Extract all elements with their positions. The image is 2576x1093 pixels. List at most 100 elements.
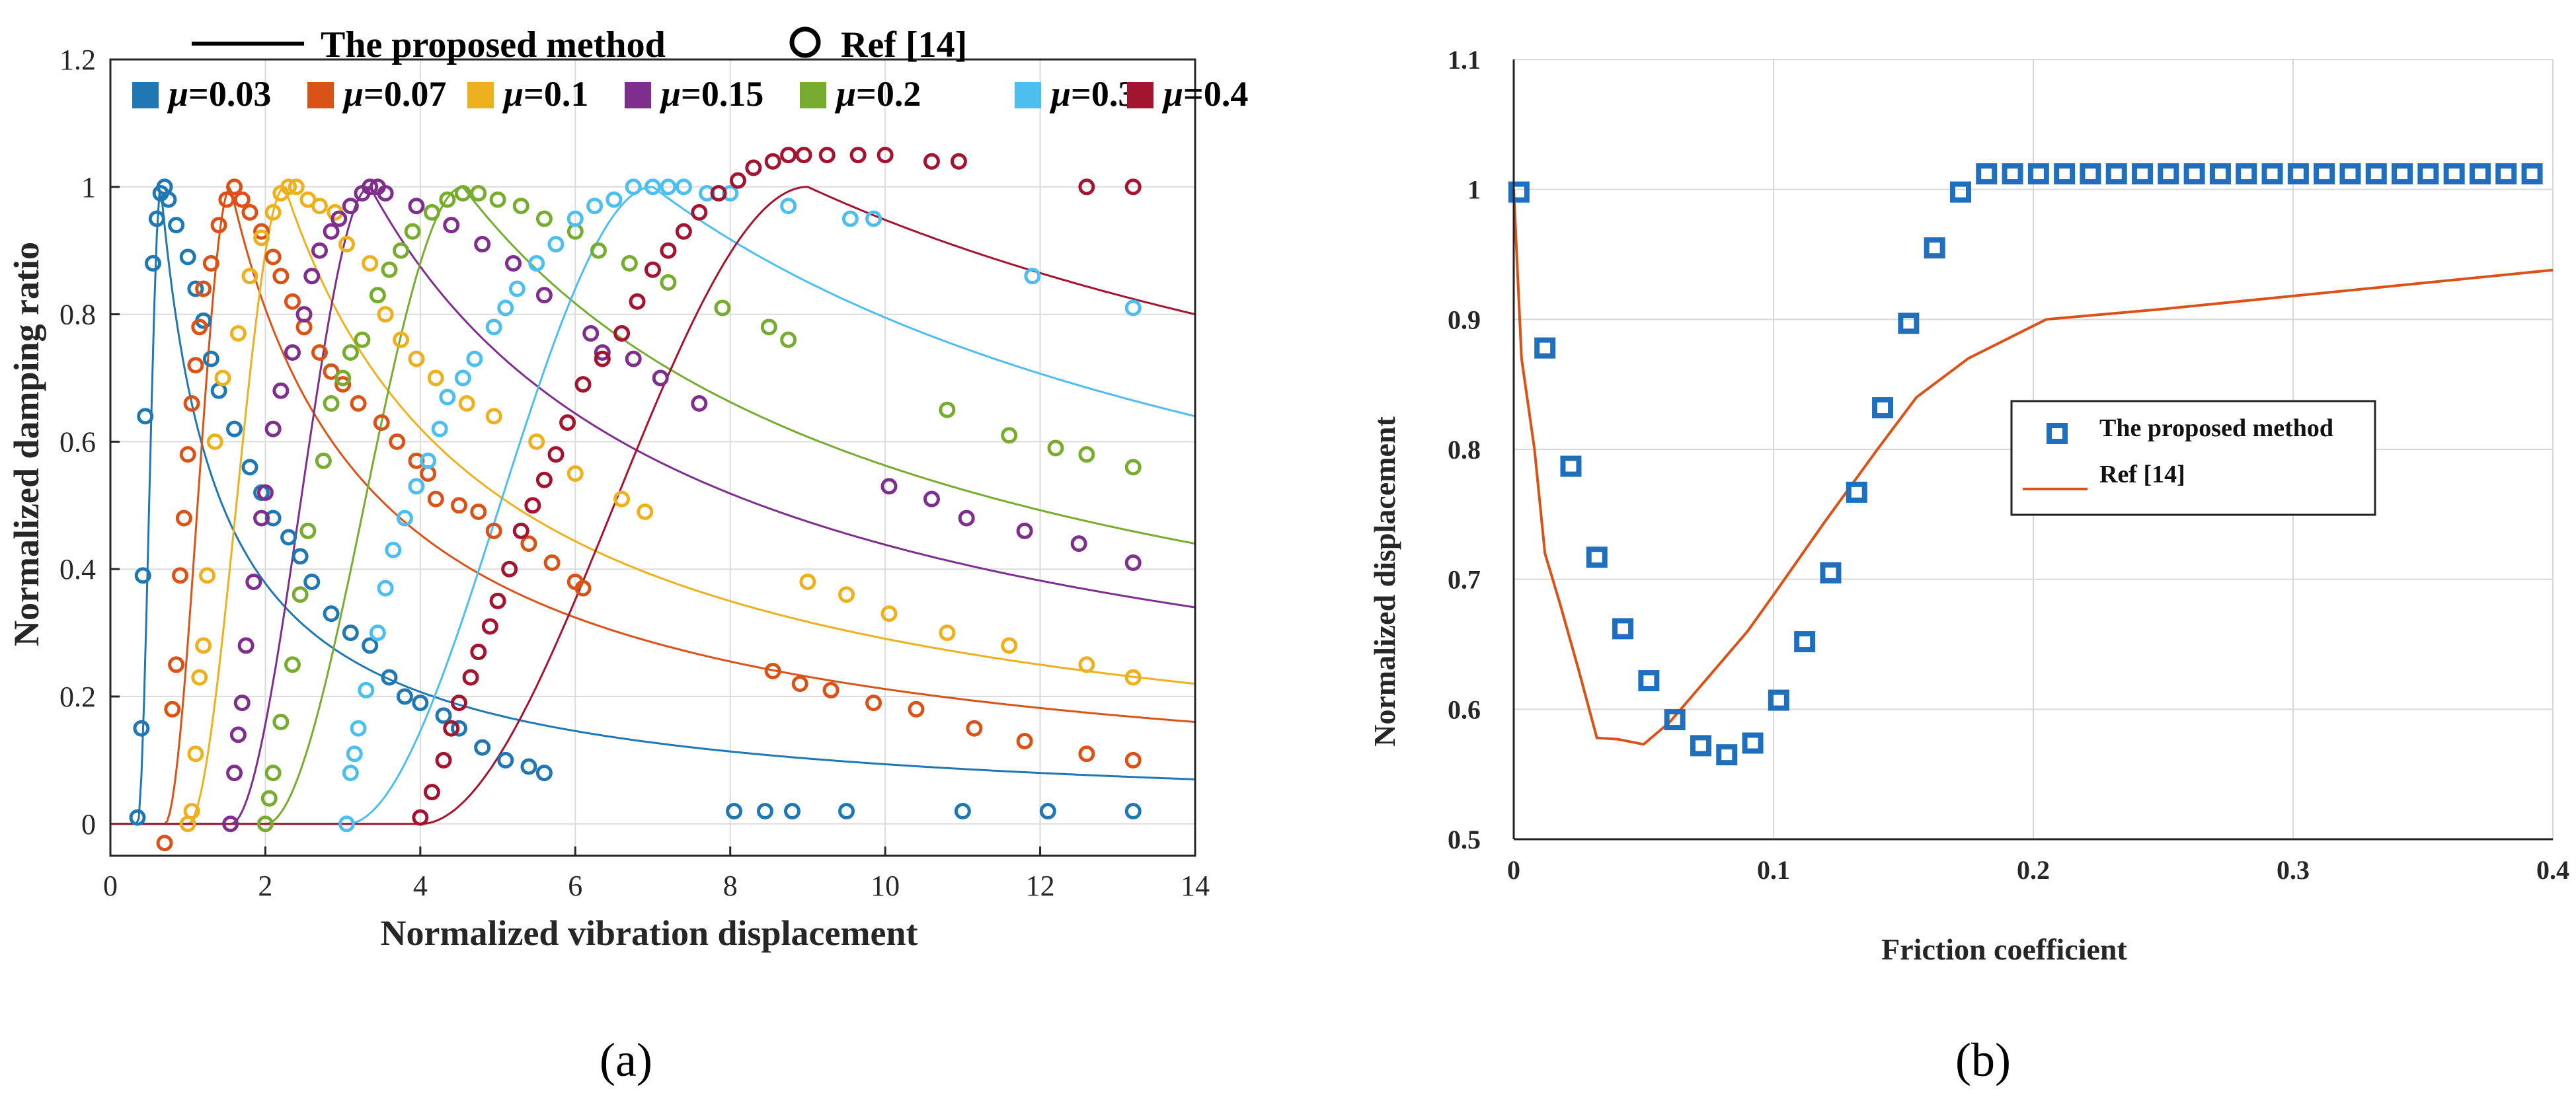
panel-b-axes: [1512, 59, 2553, 841]
panel-b-proposed-marker: [2236, 163, 2257, 185]
panel-a-ref-marker: [175, 509, 192, 527]
panel-a-y-tick-label: 1.2: [59, 44, 96, 76]
panel-a-ref-marker: [439, 389, 456, 406]
panel-a-ref-marker: [512, 522, 529, 539]
panel-a-ref-marker: [566, 465, 584, 482]
panel-a-ref-marker: [543, 554, 561, 572]
panel-a-ref-marker: [675, 223, 692, 240]
panel-b-x-tick-label: 0.1: [1757, 855, 1790, 885]
panel-a-ref-marker: [253, 229, 270, 246]
panel-a-curve: [110, 185, 1196, 825]
panel-a-y-tick-label: 0.4: [59, 553, 96, 585]
legend-mu-label: μ=0.1: [502, 74, 588, 114]
panel-b-legend: The proposed method Ref [14]: [2010, 400, 2376, 516]
panel-b-caption: (b): [1955, 1034, 2011, 1086]
panel-a-ref-marker: [760, 319, 777, 336]
panel-a-ref-marker: [311, 198, 328, 215]
panel-a-ref-marker: [458, 395, 475, 412]
panel-a-ref-marker: [160, 191, 177, 208]
panel-a-ref-marker: [245, 573, 262, 590]
panel-a-ref-marker: [303, 268, 321, 285]
panel-a-ref-marker: [574, 376, 592, 393]
panel-a-ref-marker: [849, 147, 867, 164]
legend-mu-label: μ=0.4: [1161, 74, 1248, 114]
panel-a-ref-marker: [535, 210, 553, 227]
panel-a-ref-marker: [284, 656, 301, 673]
panel-a-ref-marker: [454, 369, 471, 387]
panel-a-y-tick-label: 0.8: [59, 299, 96, 331]
panel-a-ref-marker: [303, 573, 321, 590]
panel-a-x-tick-label: 14: [1181, 870, 1210, 902]
panel-a-ref-marker: [470, 644, 487, 661]
panel-a-ref-marker: [369, 287, 386, 304]
panel-b-legend-proposed-label: The proposed method: [2099, 414, 2333, 442]
panel-a-ref-marker: [168, 217, 185, 234]
panel-a-ref-marker: [260, 790, 278, 807]
panel-a-ref-marker: [559, 414, 576, 431]
panel-b-y-tick-label: 0.7: [1448, 565, 1481, 595]
panel-a-ref-marker: [171, 567, 188, 584]
panel-a-ref-marker: [524, 497, 541, 514]
panel-a-ref-marker: [470, 184, 487, 202]
panel-a-ref-marker: [350, 720, 367, 737]
legend-mu-swatch: [132, 82, 159, 108]
panel-a-ref-marker: [528, 433, 545, 450]
panel-a-ref-marker: [450, 720, 467, 737]
panel-a-ref-marker: [923, 490, 940, 508]
panel-a-ref-marker: [535, 765, 553, 782]
panel-a-ref-marker: [485, 408, 502, 425]
panel-a-ref-marker: [187, 357, 204, 374]
panel-a-ref-marker: [590, 242, 607, 259]
legend-ref-label: Ref [14]: [841, 24, 967, 65]
panel-a-ref-marker: [253, 509, 270, 527]
panel-a-ref-marker: [497, 751, 514, 769]
panel-a-ref-marker: [625, 350, 642, 367]
panel-a-ref-marker: [714, 299, 731, 317]
panel-b-proposed-marker: [1742, 732, 1764, 754]
panel-a-x-tick-label: 0: [103, 870, 118, 902]
panel-a-ref-marker: [241, 204, 258, 221]
panel-b-ref-line: [1512, 189, 2554, 746]
panel-a-ref-marker: [966, 720, 983, 737]
panel-a-ref-marker: [691, 204, 708, 221]
panel-b-y-tick-label: 0.6: [1448, 695, 1481, 724]
panel-a-ref-marker: [613, 325, 631, 342]
panel-b-legend-ref-label: Ref [14]: [2099, 461, 2185, 488]
panel-b-proposed-markers: [1508, 163, 2543, 766]
panel-a-ref-marker: [566, 210, 584, 227]
panel-a-ref-marker: [331, 210, 348, 227]
panel-a-ref-marker: [958, 509, 975, 527]
panel-a-ref-marker: [439, 191, 456, 208]
panel-a-ref-marker: [637, 503, 654, 520]
panel-a-ref-marker: [652, 369, 669, 387]
panel-b-proposed-marker: [2209, 163, 2231, 185]
panel-b-proposed-marker: [2002, 163, 2023, 185]
panel-b-proposed-marker: [2392, 163, 2413, 185]
panel-a-ref-marker: [253, 223, 270, 240]
panel-a-ref-marker: [346, 745, 363, 763]
legend-mu-swatch: [307, 82, 334, 108]
panel-a-ref-marker: [1024, 268, 1041, 285]
panel-b-proposed-marker: [2132, 163, 2154, 185]
panel-a-ref-marker: [377, 306, 394, 323]
panel-a-ref-points: [129, 147, 1142, 852]
panel-b-proposed-marker: [1586, 546, 1608, 568]
panel-a-ref-marker: [435, 751, 452, 769]
panel-a-ref-marker: [574, 580, 592, 597]
panel-a-ref-marker: [880, 605, 898, 622]
panel-a-ref-marker: [272, 268, 290, 285]
legend-mu-series: μ=0.03 μ=0.07 μ=0.1 μ=0.15 μ=0.2 μ=0.3 μ=0.4: [132, 74, 1248, 114]
panel-a-ref-marker: [404, 223, 421, 240]
panel-a-ref-marker: [311, 242, 328, 259]
panel-a-ref-marker: [822, 681, 839, 698]
panel-a-ref-marker: [284, 293, 301, 310]
panel-a-ref-marker: [625, 178, 642, 196]
panel-a-ref-marker: [354, 331, 371, 348]
panel-a-ref-marker: [443, 720, 460, 737]
panel-b-proposed-marker: [2495, 163, 2517, 185]
panel-a-ref-marker: [334, 376, 352, 393]
panel-a-y-tick-label: 0.2: [59, 681, 96, 713]
panel-a-ref-marker: [350, 395, 367, 412]
panel-a-ref-marker: [202, 350, 219, 367]
